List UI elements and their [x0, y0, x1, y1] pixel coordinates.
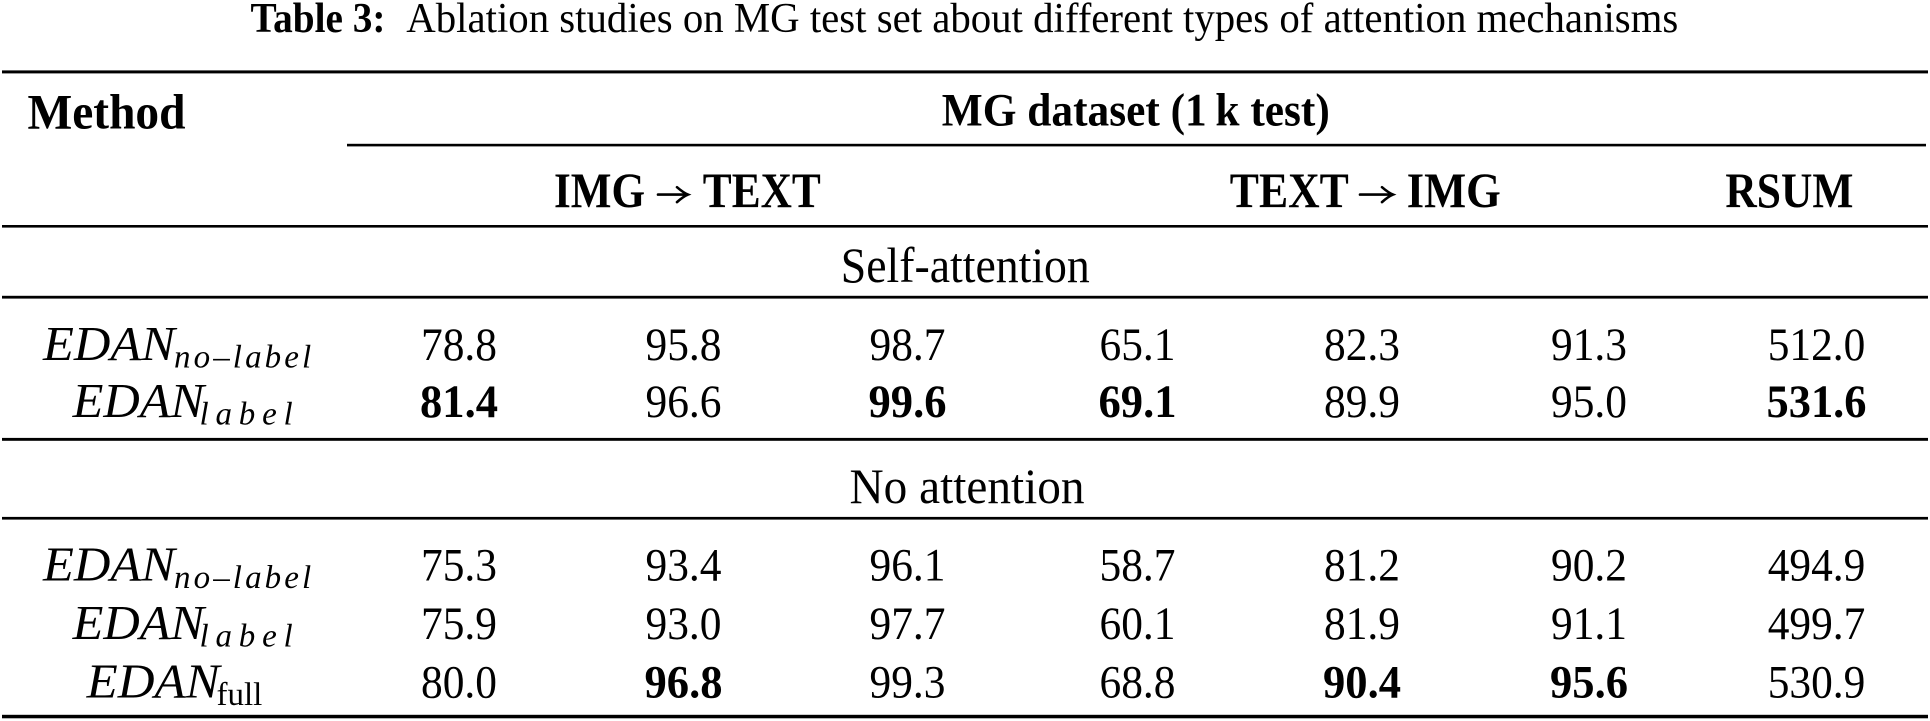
- svg-text:69.1: 69.1: [1099, 376, 1177, 428]
- svg-text:80.0: 80.0: [421, 657, 497, 709]
- svg-text:90.4: 90.4: [1323, 657, 1401, 709]
- svg-text:Table 3:: Table 3:: [251, 0, 386, 42]
- svg-text:81.9: 81.9: [1324, 598, 1400, 650]
- svg-text:EDANlabel: EDANlabel: [72, 375, 300, 433]
- svg-text:EDANlabel: EDANlabel: [72, 597, 300, 655]
- svg-text:EDANno–label: EDANno–label: [42, 318, 314, 376]
- svg-text:EDANno–label: EDANno–label: [42, 539, 314, 597]
- svg-text:MG dataset (1 k test): MG dataset (1 k test): [942, 85, 1330, 137]
- svg-text:93.4: 93.4: [646, 540, 722, 592]
- svg-text:91.1: 91.1: [1551, 598, 1627, 650]
- svg-text:RSUM: RSUM: [1725, 162, 1853, 218]
- svg-text:Method: Method: [28, 84, 186, 140]
- svg-text:75.3: 75.3: [421, 540, 497, 592]
- svg-text:81.4: 81.4: [420, 376, 498, 428]
- svg-text:96.8: 96.8: [645, 657, 723, 709]
- svg-text:494.9: 494.9: [1768, 540, 1866, 592]
- svg-text:499.7: 499.7: [1768, 598, 1866, 650]
- svg-text:531.6: 531.6: [1767, 376, 1867, 428]
- svg-text:98.7: 98.7: [870, 319, 946, 371]
- svg-text:75.9: 75.9: [421, 598, 497, 650]
- svg-text:Ablation studies on MG test se: Ablation studies on MG test set about di…: [406, 0, 1678, 42]
- svg-text:60.1: 60.1: [1100, 598, 1176, 650]
- svg-text:93.0: 93.0: [646, 598, 722, 650]
- svg-text:82.3: 82.3: [1324, 319, 1400, 371]
- svg-text:90.2: 90.2: [1551, 540, 1627, 592]
- svg-text:IMG: IMG: [554, 162, 645, 218]
- svg-text:IMG: IMG: [1407, 162, 1501, 218]
- svg-text:No attention: No attention: [850, 458, 1085, 514]
- svg-text:512.0: 512.0: [1768, 319, 1866, 371]
- svg-text:65.1: 65.1: [1100, 319, 1176, 371]
- svg-text:95.8: 95.8: [646, 319, 722, 371]
- svg-text:78.8: 78.8: [421, 319, 497, 371]
- svg-text:68.8: 68.8: [1100, 657, 1176, 709]
- svg-text:EDANfull: EDANfull: [86, 656, 263, 714]
- svg-text:530.9: 530.9: [1768, 657, 1866, 709]
- svg-text:81.2: 81.2: [1324, 540, 1400, 592]
- svg-text:99.6: 99.6: [869, 376, 947, 428]
- svg-text:89.9: 89.9: [1324, 376, 1400, 428]
- svg-text:TEXT: TEXT: [1230, 162, 1349, 218]
- svg-text:95.6: 95.6: [1550, 657, 1628, 709]
- svg-text:95.0: 95.0: [1551, 376, 1627, 428]
- svg-text:Self-attention: Self-attention: [841, 237, 1090, 293]
- svg-text:91.3: 91.3: [1551, 319, 1627, 371]
- svg-text:58.7: 58.7: [1100, 540, 1176, 592]
- svg-text:97.7: 97.7: [870, 598, 946, 650]
- svg-text:96.6: 96.6: [646, 376, 722, 428]
- svg-text:TEXT: TEXT: [703, 162, 821, 218]
- svg-text:96.1: 96.1: [870, 540, 946, 592]
- svg-text:99.3: 99.3: [870, 657, 946, 709]
